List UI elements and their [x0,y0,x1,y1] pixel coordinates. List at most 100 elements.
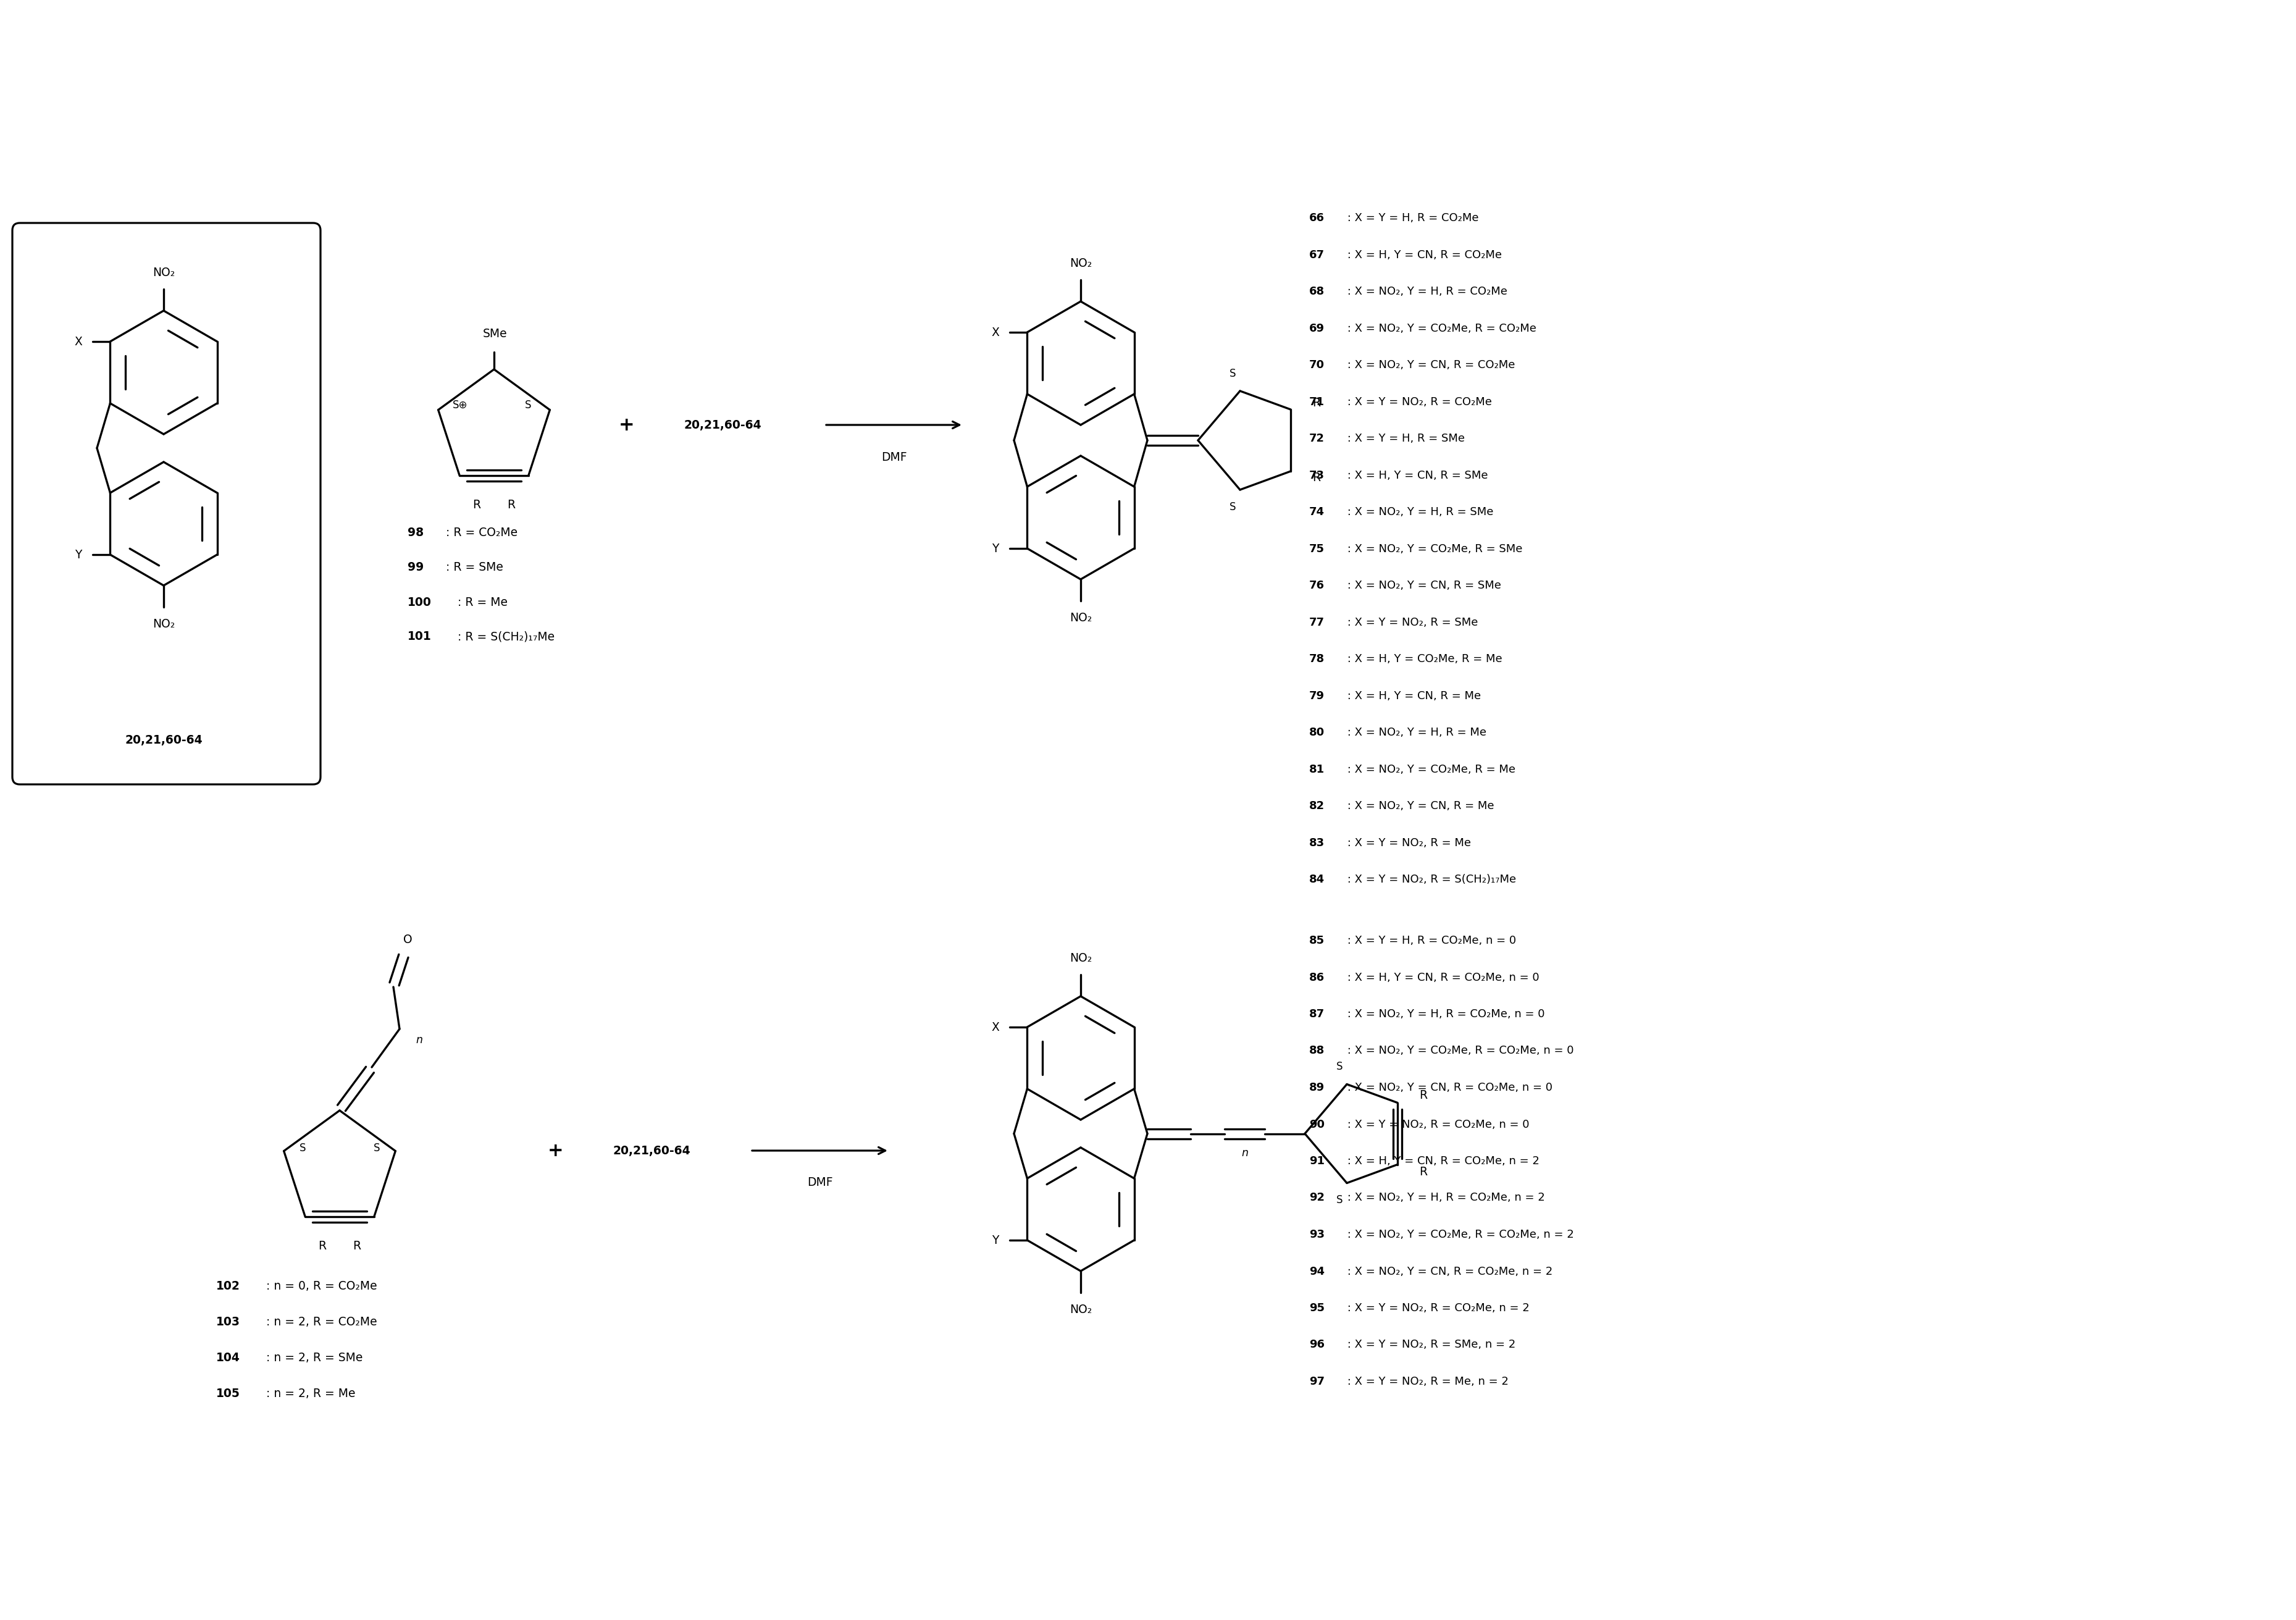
Text: Y: Y [992,1234,999,1246]
Text: n: n [1242,1149,1249,1158]
Text: NO₂: NO₂ [152,617,174,630]
Text: 84: 84 [1309,873,1325,885]
Text: : X = H, Y = CN, R = SMe: : X = H, Y = CN, R = SMe [1343,470,1488,481]
Text: : X = Y = H, R = CO₂Me, n = 0: : X = Y = H, R = CO₂Me, n = 0 [1343,935,1515,946]
Text: : X = NO₂, Y = H, R = CO₂Me: : X = NO₂, Y = H, R = CO₂Me [1343,287,1508,296]
Text: 102: 102 [216,1281,241,1293]
Text: S: S [374,1142,381,1153]
Text: 99: 99 [409,562,425,573]
Text: DMF: DMF [806,1176,833,1189]
Text: 90: 90 [1309,1119,1325,1129]
Text: : X = H, Y = CN, R = Me: : X = H, Y = CN, R = Me [1343,690,1481,701]
Text: X: X [992,1021,999,1034]
Text: : X = NO₂, Y = CO₂Me, R = CO₂Me: : X = NO₂, Y = CO₂Me, R = CO₂Me [1343,322,1536,334]
Text: NO₂: NO₂ [1070,1304,1093,1315]
Text: : R = S(CH₂)₁₇Me: : R = S(CH₂)₁₇Me [455,630,556,643]
Text: 71: 71 [1309,397,1325,407]
Text: : X = NO₂, Y = CN, R = Me: : X = NO₂, Y = CN, R = Me [1343,800,1495,812]
Text: 77: 77 [1309,617,1325,629]
Text: : X = NO₂, Y = H, R = SMe: : X = NO₂, Y = H, R = SMe [1343,507,1492,517]
Text: 80: 80 [1309,727,1325,739]
Text: NO₂: NO₂ [1070,612,1093,624]
Text: 97: 97 [1309,1375,1325,1387]
Text: 73: 73 [1309,470,1325,481]
Text: : X = NO₂, Y = CO₂Me, R = CO₂Me, n = 2: : X = NO₂, Y = CO₂Me, R = CO₂Me, n = 2 [1343,1230,1575,1241]
Text: S: S [1336,1196,1343,1205]
Text: : X = H, Y = CN, R = CO₂Me, n = 0: : X = H, Y = CN, R = CO₂Me, n = 0 [1343,972,1538,983]
Text: X: X [73,335,83,347]
Text: +: + [549,1142,565,1160]
Text: 79: 79 [1309,690,1325,701]
Text: : X = NO₂, Y = CO₂Me, R = CO₂Me, n = 0: : X = NO₂, Y = CO₂Me, R = CO₂Me, n = 0 [1343,1045,1573,1056]
Text: S: S [298,1142,305,1153]
Text: : X = Y = NO₂, R = CO₂Me, n = 2: : X = Y = NO₂, R = CO₂Me, n = 2 [1343,1302,1529,1314]
Text: R: R [1419,1090,1428,1102]
Text: S: S [526,400,530,410]
Text: : X = Y = NO₂, R = SMe: : X = Y = NO₂, R = SMe [1343,617,1479,629]
Text: 85: 85 [1309,935,1325,946]
Text: 96: 96 [1309,1340,1325,1351]
Text: Y: Y [73,549,83,561]
Text: O: O [404,933,411,944]
Text: NO₂: NO₂ [1070,953,1093,964]
Text: 83: 83 [1309,838,1325,849]
Text: 86: 86 [1309,972,1325,983]
Text: S: S [1228,502,1235,512]
Text: n: n [416,1035,422,1045]
Text: 67: 67 [1309,249,1325,261]
Text: R: R [507,499,514,510]
Text: 98: 98 [409,526,425,539]
Text: : X = Y = NO₂, R = S(CH₂)₁₇Me: : X = Y = NO₂, R = S(CH₂)₁₇Me [1343,873,1515,885]
Text: : X = Y = NO₂, R = Me, n = 2: : X = Y = NO₂, R = Me, n = 2 [1343,1375,1508,1387]
Text: : X = NO₂, Y = CO₂Me, R = SMe: : X = NO₂, Y = CO₂Me, R = SMe [1343,543,1522,554]
Text: : X = H, Y = CN, R = CO₂Me: : X = H, Y = CN, R = CO₂Me [1343,249,1502,261]
Text: : X = Y = NO₂, R = SMe, n = 2: : X = Y = NO₂, R = SMe, n = 2 [1343,1340,1515,1351]
Text: 20,21,60-64: 20,21,60-64 [613,1145,691,1157]
Text: 89: 89 [1309,1082,1325,1094]
Text: NO₂: NO₂ [152,267,174,279]
Text: 78: 78 [1309,653,1325,664]
Text: R: R [1313,471,1320,483]
Text: 68: 68 [1309,287,1325,296]
Text: : X = NO₂, Y = CO₂Me, R = Me: : X = NO₂, Y = CO₂Me, R = Me [1343,763,1515,774]
Text: X: X [992,326,999,339]
Text: : n = 2, R = Me: : n = 2, R = Me [262,1388,356,1400]
Text: : n = 0, R = CO₂Me: : n = 0, R = CO₂Me [262,1281,377,1293]
Text: DMF: DMF [882,450,907,463]
Text: 93: 93 [1309,1230,1325,1241]
Text: 95: 95 [1309,1302,1325,1314]
Text: 81: 81 [1309,763,1325,774]
Text: 76: 76 [1309,580,1325,591]
Text: 104: 104 [216,1353,241,1364]
Text: 72: 72 [1309,433,1325,444]
Text: : X = NO₂, Y = CN, R = CO₂Me: : X = NO₂, Y = CN, R = CO₂Me [1343,360,1515,371]
Text: R: R [354,1241,360,1252]
Text: : X = H, Y = CN, R = CO₂Me, n = 2: : X = H, Y = CN, R = CO₂Me, n = 2 [1343,1155,1538,1166]
Text: : X = Y = H, R = SMe: : X = Y = H, R = SMe [1343,433,1465,444]
Text: 94: 94 [1309,1265,1325,1277]
Text: 88: 88 [1309,1045,1325,1056]
Text: : X = NO₂, Y = CN, R = CO₂Me, n = 2: : X = NO₂, Y = CN, R = CO₂Me, n = 2 [1343,1265,1552,1277]
Text: 66: 66 [1309,212,1325,224]
Text: SMe: SMe [482,327,507,339]
Text: : n = 2, R = CO₂Me: : n = 2, R = CO₂Me [262,1317,377,1328]
Text: 20,21,60-64: 20,21,60-64 [124,734,202,745]
Text: 105: 105 [216,1388,241,1400]
Text: 87: 87 [1309,1009,1325,1019]
Text: : n = 2, R = SMe: : n = 2, R = SMe [262,1353,363,1364]
Text: 74: 74 [1309,507,1325,517]
Text: +: + [620,416,634,434]
Text: : X = Y = NO₂, R = CO₂Me, n = 0: : X = Y = NO₂, R = CO₂Me, n = 0 [1343,1119,1529,1129]
Text: 20,21,60-64: 20,21,60-64 [684,420,762,431]
Text: Y: Y [992,543,999,554]
Text: : R = Me: : R = Me [455,596,507,608]
Text: R: R [473,499,480,510]
Text: : X = NO₂, Y = H, R = CO₂Me, n = 0: : X = NO₂, Y = H, R = CO₂Me, n = 0 [1343,1009,1545,1019]
Text: : X = Y = NO₂, R = CO₂Me: : X = Y = NO₂, R = CO₂Me [1343,397,1492,407]
Text: : X = NO₂, Y = H, R = Me: : X = NO₂, Y = H, R = Me [1343,727,1486,739]
Text: 101: 101 [409,630,432,643]
Text: : X = NO₂, Y = H, R = CO₂Me, n = 2: : X = NO₂, Y = H, R = CO₂Me, n = 2 [1343,1192,1545,1204]
Text: NO₂: NO₂ [1070,258,1093,269]
Text: 75: 75 [1309,543,1325,554]
Text: : X = Y = NO₂, R = Me: : X = Y = NO₂, R = Me [1343,838,1472,849]
